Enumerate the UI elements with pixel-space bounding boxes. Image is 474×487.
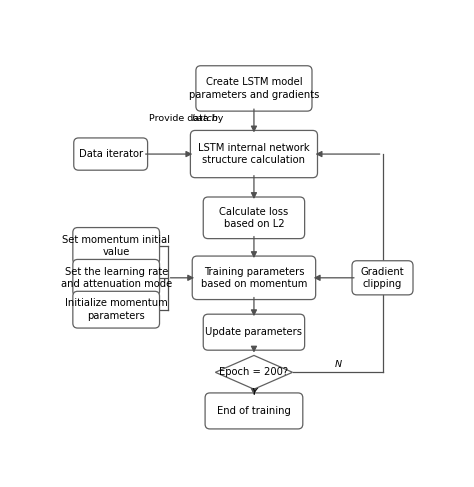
FancyBboxPatch shape [205, 393, 303, 429]
Text: Set momentum initial
value: Set momentum initial value [62, 235, 170, 257]
FancyBboxPatch shape [74, 138, 147, 170]
FancyBboxPatch shape [203, 197, 305, 239]
FancyBboxPatch shape [73, 291, 160, 328]
Text: Provide data by: Provide data by [148, 114, 226, 123]
Text: Set the learning rate
and attenuation mode: Set the learning rate and attenuation mo… [61, 266, 172, 289]
FancyBboxPatch shape [192, 256, 316, 300]
Text: LSTM internal network
structure calculation: LSTM internal network structure calculat… [198, 143, 310, 165]
Text: Create LSTM model
parameters and gradients: Create LSTM model parameters and gradien… [189, 77, 319, 100]
Text: Initialize momentum
parameters: Initialize momentum parameters [65, 299, 168, 321]
Text: batch: batch [191, 114, 218, 123]
FancyBboxPatch shape [196, 66, 312, 111]
FancyBboxPatch shape [73, 227, 160, 264]
Polygon shape [215, 356, 292, 389]
Text: Gradient
clipping: Gradient clipping [361, 266, 404, 289]
Text: Epoch = 200?: Epoch = 200? [219, 367, 289, 377]
Text: Y: Y [251, 389, 257, 397]
FancyBboxPatch shape [191, 131, 318, 178]
Text: End of training: End of training [217, 406, 291, 416]
Text: Calculate loss
based on L2: Calculate loss based on L2 [219, 206, 289, 229]
Text: N: N [335, 360, 342, 369]
FancyBboxPatch shape [352, 261, 413, 295]
FancyBboxPatch shape [73, 260, 160, 296]
Text: Update parameters: Update parameters [205, 327, 302, 337]
FancyBboxPatch shape [203, 314, 305, 350]
Text: Training parameters
based on momentum: Training parameters based on momentum [201, 266, 307, 289]
Text: Data iterator: Data iterator [79, 149, 143, 159]
